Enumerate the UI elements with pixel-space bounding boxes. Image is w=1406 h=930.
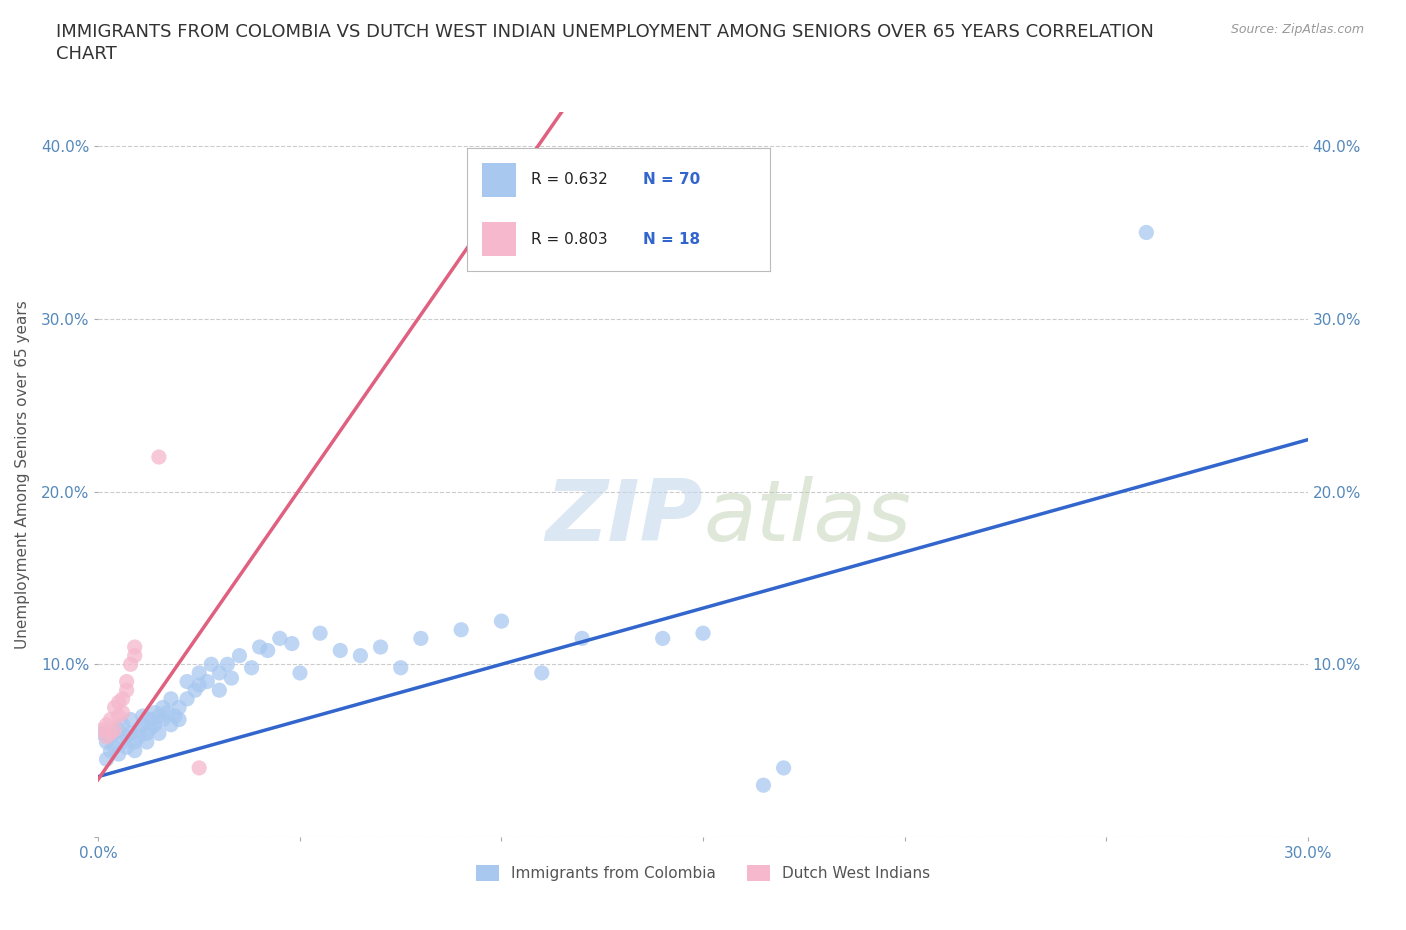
Point xyxy=(256,643,278,658)
Point xyxy=(772,761,794,776)
Point xyxy=(139,712,162,727)
Point xyxy=(132,717,155,732)
Point xyxy=(195,674,218,689)
Point xyxy=(100,726,122,741)
Point xyxy=(120,712,142,727)
Point xyxy=(176,691,198,706)
Point xyxy=(160,717,183,732)
Point xyxy=(148,449,170,464)
Point xyxy=(152,712,174,727)
Y-axis label: Unemployment Among Seniors over 65 years: Unemployment Among Seniors over 65 years xyxy=(15,300,30,649)
Point xyxy=(269,631,291,645)
Point xyxy=(107,695,129,710)
Point xyxy=(188,678,211,693)
Point xyxy=(115,729,138,744)
Point xyxy=(100,729,122,744)
Point xyxy=(124,735,146,750)
Point xyxy=(221,671,243,685)
Point xyxy=(389,660,412,675)
Point xyxy=(249,640,271,655)
Point xyxy=(91,723,114,737)
Point xyxy=(167,712,190,727)
Text: IMMIGRANTS FROM COLOMBIA VS DUTCH WEST INDIAN UNEMPLOYMENT AMONG SENIORS OVER 65: IMMIGRANTS FROM COLOMBIA VS DUTCH WEST I… xyxy=(56,23,1154,41)
Point xyxy=(115,739,138,754)
Point xyxy=(124,743,146,758)
Point xyxy=(96,717,118,732)
Point xyxy=(450,622,472,637)
Point xyxy=(409,631,432,645)
Point xyxy=(240,660,263,675)
Point xyxy=(107,723,129,737)
Point xyxy=(160,691,183,706)
Point xyxy=(200,657,222,671)
Point xyxy=(115,683,138,698)
Text: atlas: atlas xyxy=(703,476,911,559)
Point xyxy=(143,705,166,720)
Legend: Immigrants from Colombia, Dutch West Indians: Immigrants from Colombia, Dutch West Ind… xyxy=(470,859,936,887)
Point xyxy=(148,709,170,724)
Point xyxy=(135,735,157,750)
Point xyxy=(103,739,125,754)
Point xyxy=(208,683,231,698)
Point xyxy=(309,626,332,641)
Point xyxy=(103,726,125,741)
Point xyxy=(124,648,146,663)
Point xyxy=(111,735,134,750)
Point xyxy=(124,640,146,655)
Point xyxy=(752,777,775,792)
Point xyxy=(228,648,250,663)
Point xyxy=(91,726,114,741)
Point xyxy=(111,691,134,706)
Point xyxy=(128,723,150,737)
Point xyxy=(115,674,138,689)
Point xyxy=(571,631,593,645)
Point xyxy=(148,726,170,741)
Point xyxy=(370,640,392,655)
Point xyxy=(152,700,174,715)
Point xyxy=(107,709,129,724)
Point xyxy=(491,614,513,629)
Point xyxy=(143,717,166,732)
Point xyxy=(163,709,186,724)
Text: CHART: CHART xyxy=(56,45,117,62)
Point xyxy=(132,709,155,724)
Point xyxy=(349,648,371,663)
Point xyxy=(107,747,129,762)
Point xyxy=(120,657,142,671)
Point xyxy=(217,657,239,671)
Point xyxy=(208,666,231,681)
Point xyxy=(281,636,304,651)
Point xyxy=(100,743,122,758)
Point xyxy=(167,700,190,715)
Text: Source: ZipAtlas.com: Source: ZipAtlas.com xyxy=(1230,23,1364,36)
Point xyxy=(128,729,150,744)
Point xyxy=(692,626,714,641)
Point xyxy=(111,705,134,720)
Point xyxy=(103,700,125,715)
Point xyxy=(1135,225,1157,240)
Point xyxy=(135,726,157,741)
Point xyxy=(96,735,118,750)
Point xyxy=(96,729,118,744)
Point xyxy=(139,721,162,736)
Point xyxy=(111,717,134,732)
Point xyxy=(176,674,198,689)
Point xyxy=(188,761,211,776)
Point xyxy=(530,666,553,681)
Point xyxy=(188,666,211,681)
Point xyxy=(96,751,118,766)
Text: ZIP: ZIP xyxy=(546,476,703,559)
Point xyxy=(288,666,311,681)
Point xyxy=(100,712,122,727)
Point xyxy=(120,726,142,741)
Point xyxy=(156,705,179,720)
Point xyxy=(329,643,352,658)
Point xyxy=(651,631,673,645)
Point xyxy=(103,723,125,737)
Point xyxy=(184,683,207,698)
